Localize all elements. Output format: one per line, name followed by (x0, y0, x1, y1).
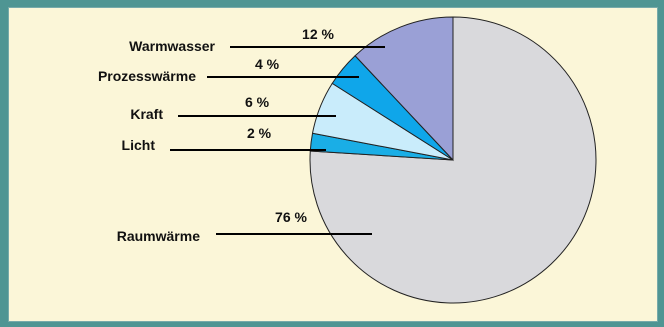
slice-name-prozesswärme: Prozesswärme (98, 68, 196, 84)
slice-name-raumwärme: Raumwärme (117, 228, 200, 244)
leader-lines (170, 46, 385, 235)
slice-percent-licht: 2 % (247, 125, 272, 141)
slice-name-kraft: Kraft (130, 106, 163, 122)
slice-percent-warmwasser: 12 % (302, 26, 334, 42)
pie-slices (309, 16, 597, 304)
slice-name-licht: Licht (122, 137, 156, 153)
pie-slice-raumwärme (309, 16, 597, 304)
slice-percent-kraft: 6 % (245, 94, 270, 110)
slice-labels: Raumwärme 76 % Licht 2 % Kraft 6 % Prozesswärm… (98, 26, 335, 244)
pie-slice-warmwasser (354, 16, 454, 162)
slice-percent-raumwärme: 76 % (275, 209, 307, 225)
slice-name-warmwasser: Warmwasser (129, 38, 215, 54)
slice-percent-prozesswärme: 4 % (255, 56, 280, 72)
